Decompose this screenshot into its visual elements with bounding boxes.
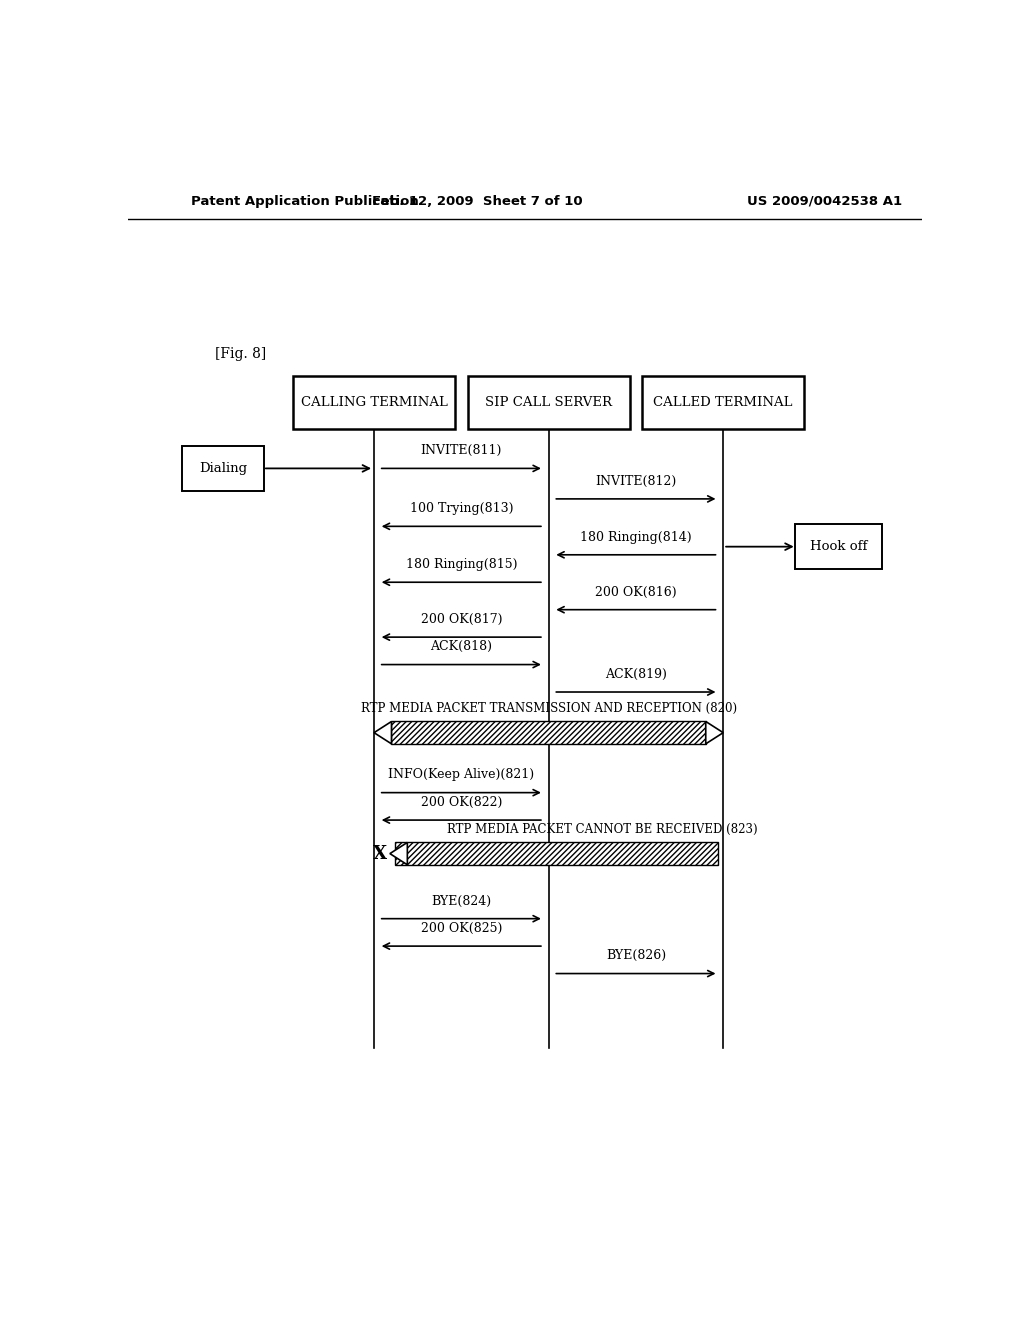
Text: CALLED TERMINAL: CALLED TERMINAL [653, 396, 793, 409]
Text: 200 OK(816): 200 OK(816) [595, 586, 677, 598]
FancyBboxPatch shape [293, 376, 455, 429]
FancyBboxPatch shape [394, 842, 718, 865]
Polygon shape [706, 722, 723, 744]
FancyBboxPatch shape [468, 376, 630, 429]
Text: 100 Trying(813): 100 Trying(813) [410, 502, 513, 515]
Text: Hook off: Hook off [810, 540, 867, 553]
FancyBboxPatch shape [795, 524, 882, 569]
Text: 180 Ringing(814): 180 Ringing(814) [580, 531, 692, 544]
Text: Patent Application Publication: Patent Application Publication [191, 194, 419, 207]
FancyBboxPatch shape [642, 376, 804, 429]
Text: SIP CALL SERVER: SIP CALL SERVER [485, 396, 612, 409]
FancyBboxPatch shape [391, 722, 706, 744]
Polygon shape [390, 842, 408, 865]
Text: 200 OK(825): 200 OK(825) [421, 921, 502, 935]
Text: X: X [373, 845, 387, 862]
Text: Dialing: Dialing [200, 462, 247, 475]
Text: US 2009/0042538 A1: US 2009/0042538 A1 [748, 194, 902, 207]
Polygon shape [374, 722, 391, 744]
Text: BYE(826): BYE(826) [606, 949, 666, 962]
Text: BYE(824): BYE(824) [431, 895, 492, 907]
Text: INVITE(811): INVITE(811) [421, 445, 502, 457]
Text: RTP MEDIA PACKET CANNOT BE RECEIVED (823): RTP MEDIA PACKET CANNOT BE RECEIVED (823… [446, 824, 758, 837]
Text: CALLING TERMINAL: CALLING TERMINAL [301, 396, 447, 409]
Text: 200 OK(822): 200 OK(822) [421, 796, 502, 809]
Text: [Fig. 8]: [Fig. 8] [215, 347, 266, 360]
Text: INVITE(812): INVITE(812) [595, 475, 677, 487]
Text: ACK(819): ACK(819) [605, 668, 667, 681]
Text: ACK(818): ACK(818) [430, 640, 493, 653]
Text: 180 Ringing(815): 180 Ringing(815) [406, 558, 517, 572]
Text: RTP MEDIA PACKET TRANSMISSION AND RECEPTION (820): RTP MEDIA PACKET TRANSMISSION AND RECEPT… [360, 702, 736, 715]
Text: 200 OK(817): 200 OK(817) [421, 612, 502, 626]
FancyBboxPatch shape [182, 446, 264, 491]
Text: INFO(Keep Alive)(821): INFO(Keep Alive)(821) [388, 768, 535, 781]
Text: Feb. 12, 2009  Sheet 7 of 10: Feb. 12, 2009 Sheet 7 of 10 [372, 194, 583, 207]
